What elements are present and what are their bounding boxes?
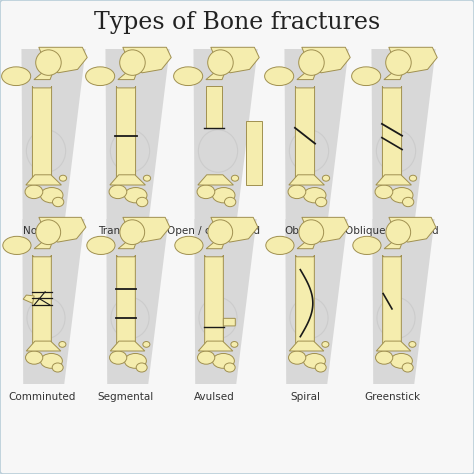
- Polygon shape: [284, 49, 349, 219]
- Circle shape: [120, 220, 145, 245]
- FancyBboxPatch shape: [383, 86, 401, 185]
- Polygon shape: [206, 70, 226, 80]
- Polygon shape: [302, 218, 349, 242]
- Polygon shape: [193, 49, 258, 219]
- Ellipse shape: [402, 363, 413, 372]
- Polygon shape: [39, 218, 86, 242]
- Polygon shape: [34, 240, 53, 249]
- Ellipse shape: [352, 67, 381, 85]
- Polygon shape: [194, 219, 256, 384]
- Ellipse shape: [26, 351, 43, 364]
- Text: Spiral: Spiral: [290, 392, 320, 402]
- Polygon shape: [389, 47, 437, 73]
- Ellipse shape: [410, 175, 417, 181]
- Polygon shape: [376, 175, 411, 185]
- Ellipse shape: [109, 351, 127, 364]
- Polygon shape: [39, 47, 87, 73]
- Polygon shape: [206, 86, 222, 128]
- Polygon shape: [34, 70, 54, 80]
- Polygon shape: [206, 240, 225, 249]
- FancyBboxPatch shape: [383, 255, 401, 351]
- Ellipse shape: [1, 67, 31, 85]
- Polygon shape: [123, 47, 171, 73]
- Polygon shape: [372, 49, 436, 219]
- Ellipse shape: [137, 197, 148, 207]
- Circle shape: [120, 50, 145, 75]
- Polygon shape: [22, 219, 85, 384]
- Polygon shape: [246, 121, 263, 185]
- Ellipse shape: [375, 185, 393, 199]
- Ellipse shape: [173, 67, 203, 85]
- Ellipse shape: [264, 67, 294, 85]
- Polygon shape: [23, 295, 34, 303]
- Text: Avulsed: Avulsed: [193, 392, 234, 402]
- Polygon shape: [289, 341, 324, 351]
- Polygon shape: [384, 240, 403, 249]
- Polygon shape: [372, 219, 435, 384]
- FancyBboxPatch shape: [117, 86, 136, 185]
- Polygon shape: [297, 70, 317, 80]
- Polygon shape: [297, 240, 316, 249]
- Polygon shape: [384, 70, 403, 80]
- FancyBboxPatch shape: [117, 255, 136, 351]
- Ellipse shape: [402, 197, 414, 207]
- Ellipse shape: [125, 354, 146, 368]
- Ellipse shape: [87, 237, 115, 255]
- Ellipse shape: [40, 354, 63, 368]
- Ellipse shape: [224, 363, 235, 372]
- Polygon shape: [285, 219, 347, 384]
- Ellipse shape: [231, 175, 238, 181]
- Ellipse shape: [391, 188, 413, 203]
- FancyBboxPatch shape: [223, 319, 235, 326]
- Polygon shape: [21, 49, 86, 219]
- Circle shape: [36, 220, 61, 245]
- Polygon shape: [118, 70, 137, 80]
- Ellipse shape: [197, 185, 215, 199]
- Ellipse shape: [143, 175, 151, 181]
- Ellipse shape: [25, 185, 43, 199]
- Circle shape: [386, 50, 411, 75]
- Circle shape: [208, 220, 233, 245]
- Polygon shape: [26, 175, 61, 185]
- Ellipse shape: [212, 354, 234, 368]
- Polygon shape: [289, 175, 324, 185]
- Polygon shape: [198, 175, 233, 185]
- Ellipse shape: [322, 175, 329, 181]
- FancyBboxPatch shape: [32, 86, 52, 185]
- Polygon shape: [110, 341, 145, 351]
- Ellipse shape: [303, 188, 326, 203]
- Ellipse shape: [175, 237, 203, 255]
- Ellipse shape: [391, 354, 412, 368]
- Ellipse shape: [315, 363, 326, 372]
- Text: Comminuted: Comminuted: [9, 392, 76, 402]
- FancyBboxPatch shape: [296, 255, 314, 351]
- Ellipse shape: [316, 197, 327, 207]
- Circle shape: [208, 50, 233, 75]
- Polygon shape: [198, 341, 233, 351]
- Polygon shape: [27, 341, 61, 351]
- Circle shape: [299, 220, 324, 245]
- Text: Transverse: Transverse: [98, 226, 154, 236]
- Ellipse shape: [53, 197, 64, 207]
- Ellipse shape: [212, 188, 235, 203]
- Text: Oblique displaced: Oblique displaced: [345, 226, 439, 236]
- FancyBboxPatch shape: [295, 86, 315, 185]
- Polygon shape: [118, 240, 137, 249]
- Ellipse shape: [266, 237, 294, 255]
- Ellipse shape: [40, 188, 63, 203]
- Ellipse shape: [52, 363, 63, 372]
- Ellipse shape: [59, 341, 66, 347]
- Ellipse shape: [303, 354, 325, 368]
- Ellipse shape: [288, 185, 306, 199]
- Polygon shape: [389, 218, 436, 242]
- Text: Segmental: Segmental: [98, 392, 154, 402]
- Polygon shape: [123, 218, 170, 242]
- Circle shape: [386, 220, 410, 245]
- Ellipse shape: [375, 351, 393, 364]
- Text: Open / compound: Open / compound: [167, 226, 261, 236]
- Ellipse shape: [3, 237, 31, 255]
- Ellipse shape: [86, 67, 115, 85]
- Ellipse shape: [198, 351, 215, 364]
- Ellipse shape: [289, 351, 306, 364]
